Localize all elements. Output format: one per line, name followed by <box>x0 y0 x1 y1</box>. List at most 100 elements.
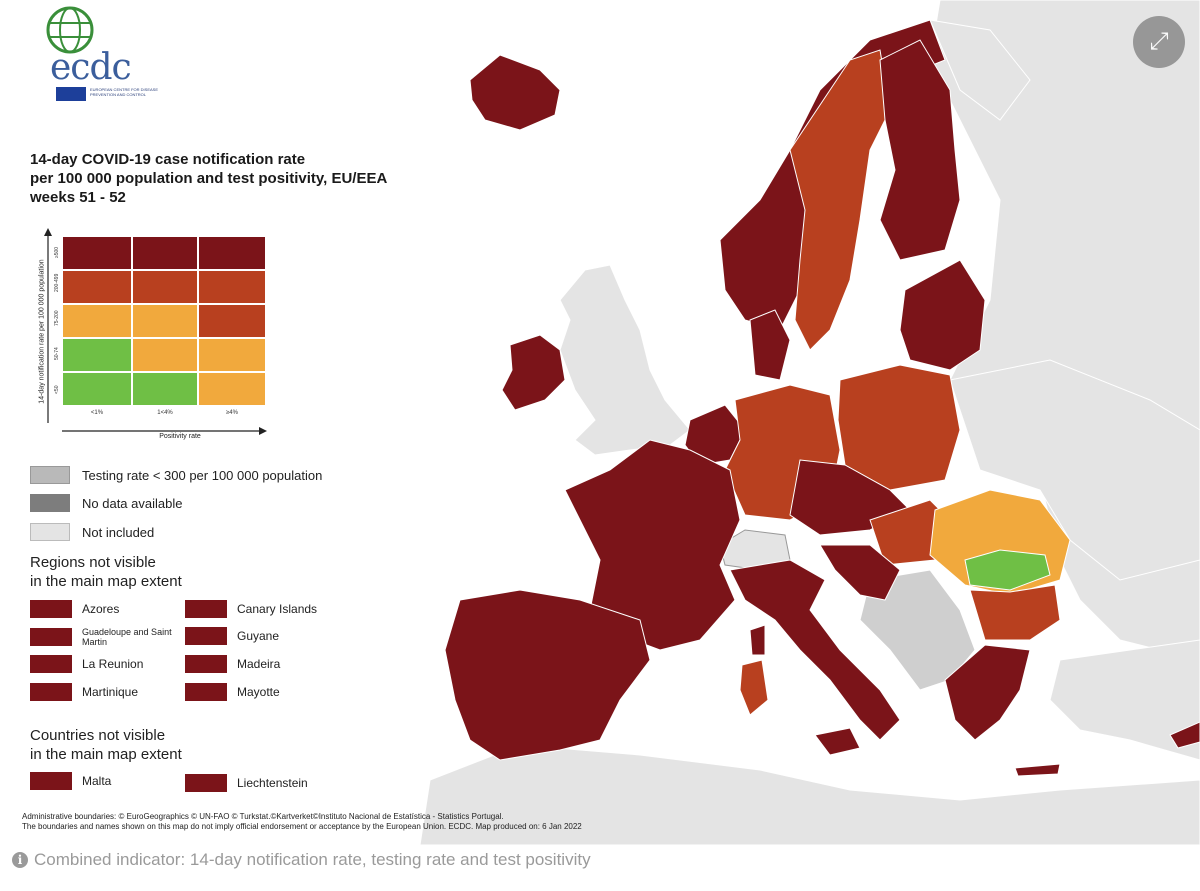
cyprus <box>1169 721 1200 749</box>
matrix-cell-r3c3 <box>198 304 266 338</box>
swatch-malta <box>30 772 72 790</box>
uk-land <box>559 264 691 456</box>
region-madeira: Madeira <box>185 655 280 673</box>
region-martinique: Martinique <box>30 683 138 701</box>
region-azores-label: Azores <box>82 602 120 616</box>
map-attribution: Administrative boundaries: © EuroGeograp… <box>22 812 582 832</box>
matrix-cell-r4c2 <box>132 338 198 372</box>
sardinia <box>739 659 769 716</box>
swatch-not-included <box>30 523 70 541</box>
logo-wordmark: ecdc <box>50 47 132 88</box>
swatch-martinique <box>30 683 72 701</box>
matrix-cell-r5c2 <box>132 372 198 406</box>
swatch-guyane <box>185 627 227 645</box>
globe-icon <box>46 6 94 54</box>
iceland <box>469 54 561 131</box>
italy <box>729 559 901 741</box>
turkey-land <box>1049 639 1200 761</box>
sicily <box>814 727 861 756</box>
matrix-y-tick-3: 75-200 <box>54 310 60 326</box>
europe-map <box>419 0 1200 845</box>
swatch-testing-rate <box>30 466 70 484</box>
matrix-x-tick-2: 1<4% <box>157 410 173 416</box>
caption-text: Combined indicator: 14-day notification … <box>34 850 591 869</box>
expand-arrows-icon: ⤢ <box>1149 28 1169 55</box>
swatch-la-reunion <box>30 655 72 673</box>
eu-flag <box>56 87 86 101</box>
matrix-cell-r2c1 <box>62 270 132 304</box>
croatia-slovenia <box>819 544 901 601</box>
logo-subtitle: EUROPEAN CENTRE FOR DISEASE PREVENTION A… <box>90 87 159 97</box>
matrix-x-axis-label: Positivity rate <box>159 433 201 440</box>
map-title: 14-day COVID-19 case notification rate p… <box>30 150 490 207</box>
legend-no-data: No data available <box>30 494 182 512</box>
romania-bucharest-region <box>964 549 1051 591</box>
region-canary-islands: Canary Islands <box>185 600 317 618</box>
matrix-y-tick-1: ≥500 <box>54 246 60 258</box>
matrix-y-tick-2: 200-499 <box>54 273 60 292</box>
matrix-x-tick-3: ≥4% <box>226 410 238 416</box>
matrix-cell-r4c3 <box>198 338 266 372</box>
title-line-3: weeks 51 - 52 <box>30 189 126 206</box>
country-malta: Malta <box>30 772 111 790</box>
matrix-axes <box>44 228 267 435</box>
north-africa-land <box>419 744 1200 845</box>
swatch-mayotte <box>185 683 227 701</box>
country-malta-label: Malta <box>82 774 112 788</box>
spain-portugal <box>444 589 651 761</box>
matrix-x-tick-1: <1% <box>90 410 104 416</box>
corsica <box>749 624 766 656</box>
matrix-cell-r1c1 <box>62 236 132 270</box>
greece <box>944 644 1031 741</box>
matrix-cell-r1c2 <box>132 236 198 270</box>
expand-button[interactable]: ⤢ <box>1133 16 1185 68</box>
legend-matrix: 14-day notification rate per 100 000 pop… <box>30 228 280 448</box>
matrix-cell-r3c1 <box>62 304 132 338</box>
bulgaria <box>969 584 1061 641</box>
matrix-y-tick-4: 50-74 <box>54 347 60 360</box>
region-guadeloupe-label: Guadeloupe and Saint Martin <box>82 627 172 647</box>
swatch-no-data <box>30 494 70 512</box>
attribution-line-1: Administrative boundaries: © EuroGeograp… <box>22 812 504 821</box>
matrix-y-tick-5: <50 <box>54 385 60 394</box>
ukraine-belarus-land <box>949 359 1200 581</box>
region-azores: Azores <box>30 600 119 618</box>
france <box>564 439 741 651</box>
region-guyane: Guyane <box>185 627 279 645</box>
poland <box>837 364 961 491</box>
ireland <box>501 334 566 411</box>
matrix-cell-r1c3 <box>198 236 266 270</box>
matrix-cell-r5c3 <box>198 372 266 406</box>
attribution-line-2: The boundaries and names shown on this m… <box>22 822 582 831</box>
region-canary-islands-label: Canary Islands <box>237 602 318 616</box>
matrix-cell-r2c3 <box>198 270 266 304</box>
countries-heading: Countries not visible in the main map ex… <box>30 726 182 764</box>
swatch-canary-islands <box>185 600 227 618</box>
legend-not-included: Not included <box>30 523 154 541</box>
region-la-reunion-label: La Reunion <box>82 657 144 671</box>
region-guyane-label: Guyane <box>237 629 280 643</box>
swatch-guadeloupe <box>30 628 72 646</box>
regions-heading-line-1: Regions not visible <box>30 554 156 571</box>
region-guadeloupe: Guadeloupe and Saint Martin <box>30 627 172 647</box>
estonia-latvia-lithuania <box>899 259 986 371</box>
legend-no-data-label: No data available <box>82 495 183 511</box>
swatch-azores <box>30 600 72 618</box>
ecdc-logo: ecdc EUROPEAN CENTRE FOR DISEASE PREVENT… <box>30 5 160 105</box>
regions-heading: Regions not visible in the main map exte… <box>30 553 182 591</box>
swatch-madeira <box>185 655 227 673</box>
region-mayotte-label: Mayotte <box>237 685 280 699</box>
matrix-cell-r3c2 <box>132 304 198 338</box>
region-madeira-label: Madeira <box>237 657 281 671</box>
countries-heading-line-1: Countries not visible <box>30 727 166 744</box>
finland <box>879 39 961 261</box>
legend-not-included-label: Not included <box>82 524 155 540</box>
countries-heading-line-2: in the main map extent <box>30 746 182 763</box>
regions-heading-line-2: in the main map extent <box>30 573 182 590</box>
region-martinique-label: Martinique <box>82 685 139 699</box>
region-la-reunion: La Reunion <box>30 655 143 673</box>
country-liechtenstein-label: Liechtenstein <box>237 776 308 790</box>
sweden <box>789 49 891 351</box>
swatch-liechtenstein <box>185 774 227 792</box>
norway-north-land <box>929 19 1031 121</box>
